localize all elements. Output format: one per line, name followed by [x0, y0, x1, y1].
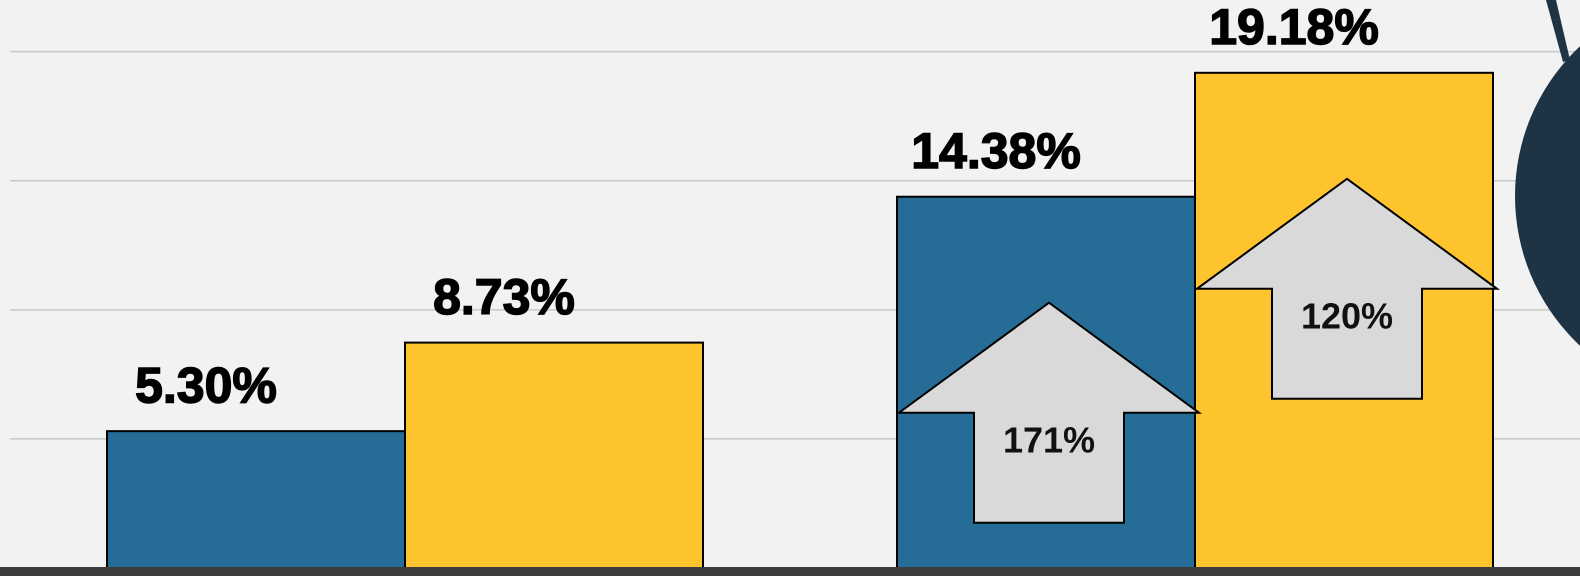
growth-label: 171% [1003, 419, 1095, 460]
bar [106, 430, 406, 569]
value-label: 5.30% [135, 357, 277, 413]
decor-stroke [1546, 0, 1570, 62]
bars: 5.30% 8.73% 14.38% 19.18% 171% 120% [106, 0, 1501, 569]
decor-circle [1515, 46, 1580, 346]
value-label: 19.18% [1209, 0, 1379, 55]
value-label: 8.73% [433, 269, 575, 325]
bar [404, 341, 704, 569]
value-label: 14.38% [911, 123, 1081, 179]
x-axis [0, 567, 1580, 576]
growth-arrow [895, 301, 1203, 524]
growth-label: 120% [1301, 295, 1393, 336]
growth-arrow [1193, 177, 1501, 400]
